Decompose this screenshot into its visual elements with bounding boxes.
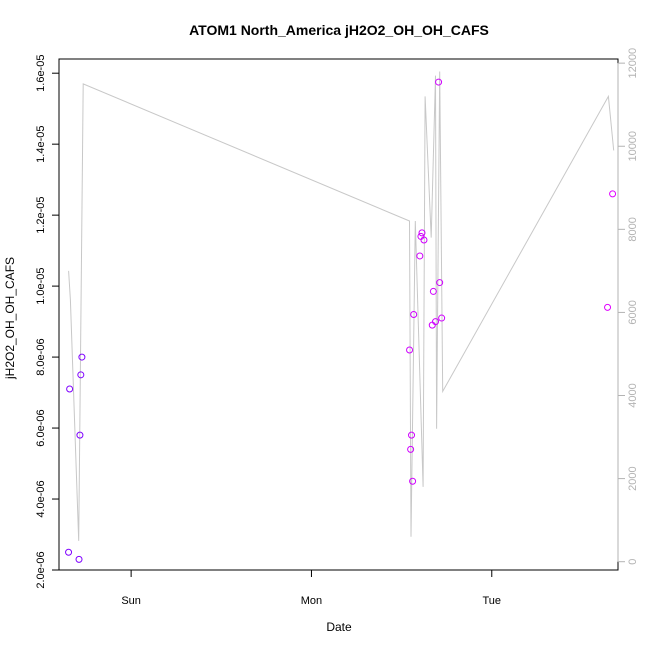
y-left-tick-label: 2.0e-06: [35, 551, 47, 588]
data-point: [418, 229, 426, 237]
x-tick-label: Sun: [121, 595, 141, 607]
series-line-path: [68, 71, 615, 541]
data-point: [438, 314, 446, 322]
y-right-tick-label: 8000: [627, 217, 639, 241]
y-right-tick-label: 4000: [627, 383, 639, 407]
y-left-tick-label: 1.4e-05: [35, 126, 47, 163]
y-right-tick-label: 10000: [627, 131, 639, 162]
data-point: [406, 346, 414, 354]
y-left-tick-label: 1.0e-05: [35, 267, 47, 304]
data-point: [435, 78, 443, 86]
chart-title: ATOM1 North_America jH2O2_OH_OH_CAFS: [189, 22, 489, 38]
data-point: [429, 287, 437, 295]
data-point: [76, 431, 84, 439]
y-right-tick-label: 6000: [627, 300, 639, 324]
series-points-left-axis: [65, 78, 617, 563]
data-point: [416, 252, 424, 260]
x-tick-label: Mon: [301, 595, 322, 607]
y-left-tick-label: 8.0e-06: [35, 338, 47, 375]
x-axis: Sun Mon Tue: [121, 569, 502, 607]
y-axis-label: jH2O2_OH_OH_CAFS: [3, 257, 17, 380]
series-line-right-axis: [68, 71, 615, 541]
data-point: [66, 385, 74, 393]
y-axis-right: 0 2000 4000 6000 8000 10000 12000: [617, 48, 639, 565]
data-point: [432, 318, 440, 326]
data-point: [436, 279, 444, 287]
y-right-tick-label: 12000: [627, 48, 639, 79]
data-point: [609, 190, 617, 198]
y-left-tick-label: 1.2e-05: [35, 196, 47, 233]
data-point: [75, 555, 83, 563]
data-point: [428, 321, 436, 329]
data-point: [407, 445, 415, 453]
y-left-tick-label: 6.0e-06: [35, 409, 47, 446]
plot-frame: [58, 58, 619, 571]
data-point: [408, 431, 416, 439]
y-left-tick-label: 1.6e-05: [35, 55, 47, 92]
y-right-tick-label: 2000: [627, 466, 639, 490]
y-right-tick-label: 0: [627, 559, 639, 565]
data-point: [420, 236, 428, 244]
plot-border: [58, 58, 619, 571]
data-point: [409, 477, 417, 485]
x-tick-label: Tue: [483, 595, 502, 607]
y-axis-left: 2.0e-06 4.0e-06 6.0e-06 8.0e-06 1.0e-05 1.2e-…: [35, 55, 60, 589]
data-point: [604, 303, 612, 311]
y-left-tick-label: 4.0e-06: [35, 480, 47, 517]
x-axis-label: Date: [326, 620, 352, 634]
data-point: [77, 371, 85, 379]
data-point: [65, 548, 73, 556]
data-point: [410, 311, 418, 318]
data-point: [78, 353, 86, 361]
